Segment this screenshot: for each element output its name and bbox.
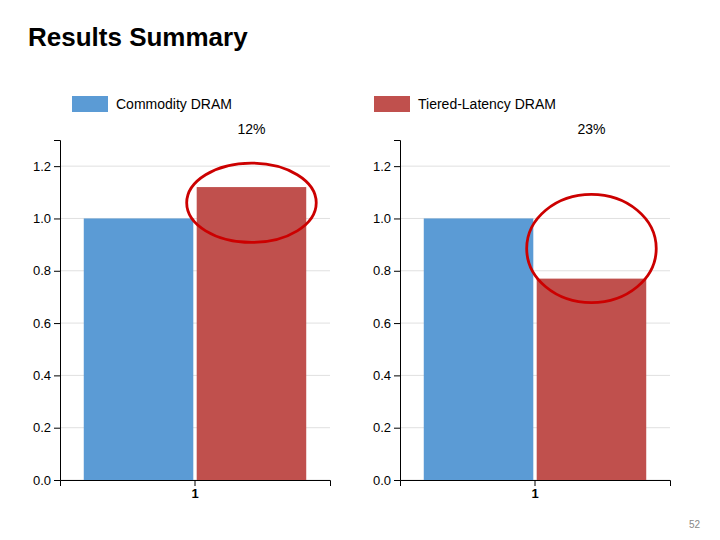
y-tick: 0.4 bbox=[373, 368, 400, 383]
x-axis-line bbox=[401, 481, 671, 487]
y-tick: 1.0 bbox=[373, 211, 400, 226]
y-axis-line bbox=[54, 141, 61, 481]
y-tick: 0.2 bbox=[373, 420, 400, 435]
y-tick-mark bbox=[394, 428, 400, 429]
y-tick-mark bbox=[394, 218, 400, 219]
y-tick: 0.6 bbox=[373, 316, 400, 331]
y-tick-label: 0.4 bbox=[373, 368, 391, 383]
bar bbox=[537, 279, 647, 480]
bar bbox=[84, 218, 194, 480]
x-tick-label: 1 bbox=[531, 486, 538, 501]
x-tick-mark bbox=[195, 480, 196, 486]
y-tick-label: 0.2 bbox=[33, 420, 51, 435]
panel: 0.0 0.2 0.4 0.6 0.8 1.0 1.2 1 12% bbox=[33, 121, 331, 501]
x-tick-mark bbox=[535, 480, 536, 486]
y-tick-mark bbox=[394, 166, 400, 167]
highlight-ellipse bbox=[187, 163, 317, 242]
grid-line bbox=[400, 166, 670, 167]
page-number: 52 bbox=[689, 519, 701, 530]
highlight-ellipse bbox=[527, 194, 657, 302]
y-tick-label: 0.4 bbox=[33, 368, 51, 383]
plot-area bbox=[424, 218, 646, 480]
y-tick-mark bbox=[394, 271, 400, 272]
grid bbox=[400, 166, 670, 480]
y-tick-mark bbox=[54, 480, 60, 481]
bar bbox=[424, 218, 534, 480]
y-tick-mark bbox=[54, 271, 60, 272]
y-tick-mark bbox=[394, 323, 400, 324]
y-tick: 0.2 bbox=[33, 420, 60, 435]
y-tick-mark bbox=[54, 375, 60, 376]
legend-label: Commodity DRAM bbox=[116, 96, 232, 112]
y-axis: 0.0 0.2 0.4 0.6 0.8 1.0 1.2 bbox=[33, 141, 61, 488]
legend-swatch bbox=[72, 96, 108, 112]
x-tick: 1 bbox=[531, 480, 538, 501]
panel: 0.0 0.2 0.4 0.6 0.8 1.0 1.2 1 23% bbox=[373, 121, 671, 501]
y-tick-label: 1.2 bbox=[373, 159, 391, 174]
y-tick-label: 0.6 bbox=[33, 316, 51, 331]
y-tick: 0.4 bbox=[33, 368, 60, 383]
y-tick-label: 0.6 bbox=[373, 316, 391, 331]
legend: Commodity DRAM Tiered-Latency DRAM bbox=[72, 96, 556, 112]
y-tick-mark bbox=[394, 480, 400, 481]
y-tick: 0.8 bbox=[33, 263, 60, 278]
annotation: 23% bbox=[577, 121, 605, 137]
y-axis-line bbox=[394, 141, 401, 481]
legend-swatch bbox=[374, 96, 410, 112]
y-tick-label: 1.0 bbox=[373, 211, 391, 226]
plot-area bbox=[84, 187, 306, 480]
x-axis: 1 bbox=[401, 480, 671, 501]
x-axis-line bbox=[61, 481, 331, 487]
y-tick-label: 1.2 bbox=[33, 159, 51, 174]
y-tick-mark bbox=[394, 375, 400, 376]
x-tick: 1 bbox=[191, 480, 198, 501]
grid bbox=[60, 166, 330, 480]
bar bbox=[197, 187, 307, 480]
y-tick-mark bbox=[54, 166, 60, 167]
annotation: 12% bbox=[237, 121, 265, 137]
y-tick: 1.2 bbox=[373, 159, 400, 174]
y-tick: 0.0 bbox=[373, 473, 400, 488]
y-tick-label: 0.2 bbox=[373, 420, 391, 435]
y-tick: 0.0 bbox=[33, 473, 60, 488]
title: Results Summary bbox=[28, 22, 248, 52]
chart-root: Results Summary Commodity DRAM Tiered-Late… bbox=[0, 0, 720, 540]
x-axis: 1 bbox=[61, 480, 331, 501]
y-tick: 1.0 bbox=[33, 211, 60, 226]
y-tick-mark bbox=[54, 323, 60, 324]
y-tick-label: 0.0 bbox=[33, 473, 51, 488]
x-tick-label: 1 bbox=[191, 486, 198, 501]
y-axis: 0.0 0.2 0.4 0.6 0.8 1.0 1.2 bbox=[373, 141, 401, 488]
y-tick-label: 0.8 bbox=[373, 263, 391, 278]
y-tick: 1.2 bbox=[33, 159, 60, 174]
y-tick-label: 0.0 bbox=[373, 473, 391, 488]
y-tick-label: 1.0 bbox=[33, 211, 51, 226]
y-tick: 0.6 bbox=[33, 316, 60, 331]
grid-line bbox=[60, 166, 330, 167]
y-tick-label: 0.8 bbox=[33, 263, 51, 278]
legend-label: Tiered-Latency DRAM bbox=[418, 96, 556, 112]
y-tick-mark bbox=[54, 218, 60, 219]
y-tick-mark bbox=[54, 428, 60, 429]
y-tick: 0.8 bbox=[373, 263, 400, 278]
